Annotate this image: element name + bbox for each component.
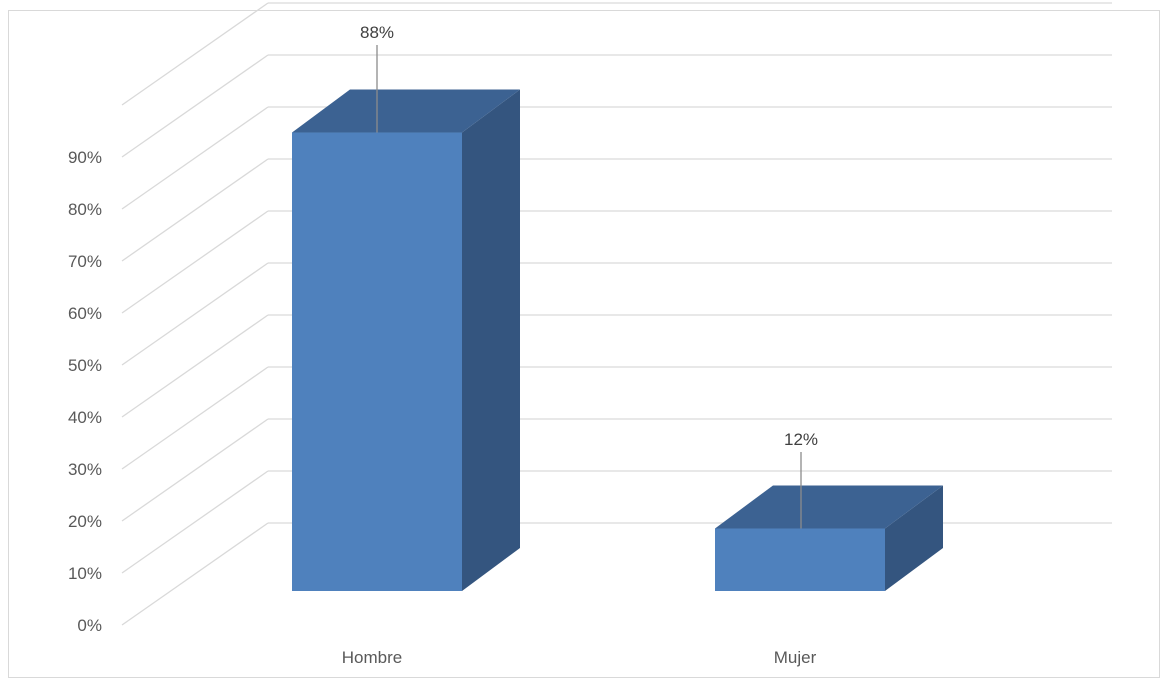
bar [292, 132, 462, 591]
gridline-side [121, 418, 269, 522]
gridline-side [121, 54, 269, 158]
y-tick-label: 60% [68, 304, 102, 323]
y-tick-label: 10% [68, 564, 102, 583]
y-tick-label: 0% [77, 616, 102, 635]
gridline-side [121, 2, 269, 106]
data-label: 88% [360, 23, 394, 42]
gridline-side [121, 522, 269, 626]
bar [715, 528, 885, 591]
bar-side [462, 89, 520, 592]
gridline-side [121, 158, 269, 262]
y-tick-label: 50% [68, 356, 102, 375]
bar-top [715, 485, 943, 529]
gridline-side [121, 262, 269, 366]
x-category-label: Hombre [342, 648, 402, 667]
y-tick-label: 90% [68, 148, 102, 167]
y-tick-label: 20% [68, 512, 102, 531]
bar-top [292, 89, 520, 133]
data-label: 12% [784, 430, 818, 449]
gridline-side [121, 314, 269, 418]
y-tick-label: 40% [68, 408, 102, 427]
y-tick-label: 30% [68, 460, 102, 479]
bar-side [885, 485, 943, 591]
y-tick-label: 70% [68, 252, 102, 271]
gridline-side [121, 210, 269, 314]
y-tick-label: 80% [68, 200, 102, 219]
chart-frame [8, 10, 1160, 678]
gridline-side [121, 470, 269, 574]
x-category-label: Mujer [774, 648, 817, 667]
gridline-side [121, 366, 269, 470]
gridline-side [121, 106, 269, 210]
